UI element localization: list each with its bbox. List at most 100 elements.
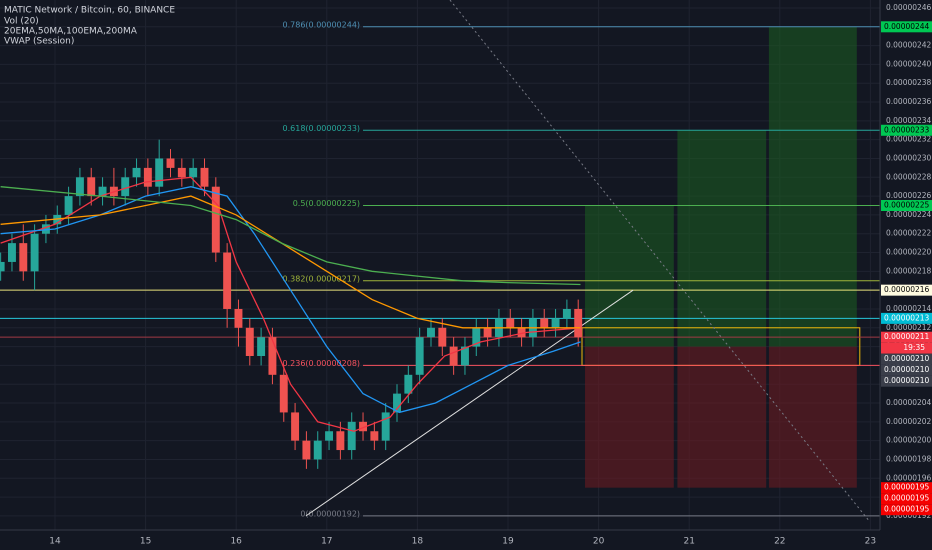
x-tick-label: 20 [593,537,605,547]
candle-body [574,308,583,338]
y-tick-label: 0.00000232 [886,135,932,144]
candle-body [234,308,243,328]
price-badge [881,493,932,505]
price-badge [881,342,932,354]
y-tick-label: 0.00000228 [886,172,932,181]
candle-body [200,167,209,187]
target-zone [768,26,857,347]
x-tick-label: 18 [412,537,424,547]
y-tick-label: 0.00000236 [886,97,932,106]
candle-body [7,243,16,262]
x-tick-label: 19 [502,537,514,547]
candle-body [302,440,311,460]
price-badge-label: 0.00000210 [884,354,930,363]
price-badge-label: 0.00000213 [884,313,930,322]
candle-body [449,346,458,366]
candle-body [189,167,198,178]
candle-body [75,177,84,197]
price-badge [881,364,932,376]
candle-body [155,158,164,187]
y-tick-label: 0.00000226 [886,191,932,200]
candle-body [166,158,175,168]
y-tick-label: 0.00000230 [886,153,932,162]
fib-label: 0.382(0.00000217) [283,274,361,283]
candle-body [472,327,481,347]
price-badge [881,504,932,516]
price-badge [881,284,932,296]
candle-body [427,327,435,338]
candle-body [359,421,367,432]
y-tick-label: 0.00000192 [886,511,932,520]
moving-averages [0,176,581,432]
candle-body [325,431,334,441]
y-tick-label: 0.00000204 [886,398,932,407]
price-badge-label: 0.00000233 [884,125,930,134]
candle-body [393,393,401,413]
moving-average [0,176,581,432]
candle-body [257,337,266,356]
price-badge-label: 0.00000195 [884,483,930,492]
candle-body [460,346,469,366]
y-tick-label: 0.00000198 [886,454,932,463]
y-tick-label: 0.00000234 [886,116,932,125]
y-tick-label: 0.00000214 [886,304,932,313]
indicator-label: Vol (20) [4,17,39,27]
price-badge-label: 0.00000195 [884,494,930,503]
candle-body [415,337,424,375]
price-badge-label: 0.00000210 [884,365,930,374]
candle-body [53,214,62,225]
price-badge [881,482,932,494]
fib-label: 0(0.00000192) [300,509,360,518]
y-tick-label: 0.00000212 [886,323,932,332]
candle-body [87,177,96,197]
x-tick-label: 15 [140,537,151,547]
candle-body [64,196,73,215]
x-tick-label: 14 [49,537,61,547]
stop-zone [677,346,767,488]
candle-body [245,327,254,356]
price-badge [881,375,932,387]
candle-body [381,412,390,441]
candle-body [506,318,515,328]
candle-body [279,374,288,413]
price-badge-label: 0.00000216 [884,285,930,294]
candle-body [370,431,379,441]
y-tick-label: 0.00000246 [886,3,932,12]
y-tick-label: 0.00000242 [886,41,932,50]
y-tick-label: 0.00000224 [886,210,932,219]
price-badge-label: 19:35 [903,343,925,352]
candle-body [0,261,5,272]
target-zone [585,205,674,347]
price-badge [881,353,932,365]
candle-body [404,374,413,394]
candle-body [223,252,232,309]
candle-body [268,337,277,375]
candle-body [483,327,492,338]
target-zone [677,130,767,347]
y-tick-label: 0.00000238 [886,78,932,87]
candle-body [211,186,220,253]
fib-label: 0.618(0.00000233) [283,124,361,133]
candle-body [41,224,50,234]
candle-body [30,233,39,272]
x-tick-label: 23 [865,537,876,547]
candle-body [336,431,345,451]
price-badge [881,21,932,33]
stop-zone [585,346,674,488]
price-badge [881,312,932,324]
price-badge [881,200,932,212]
diagonal-line [449,0,871,523]
x-tick-label: 21 [683,537,694,547]
price-badge-label: 0.00000211 [884,332,930,341]
fib-label: 0.236(0.00000208) [283,359,361,368]
zones [581,26,861,488]
price-badge-label: 0.00000244 [884,22,930,31]
x-tick-label: 22 [774,537,785,547]
price-badge [881,331,932,343]
x-tick-label: 17 [321,537,332,547]
stop-zone [768,346,857,488]
candle-body [177,167,186,178]
candle-body [121,177,130,197]
